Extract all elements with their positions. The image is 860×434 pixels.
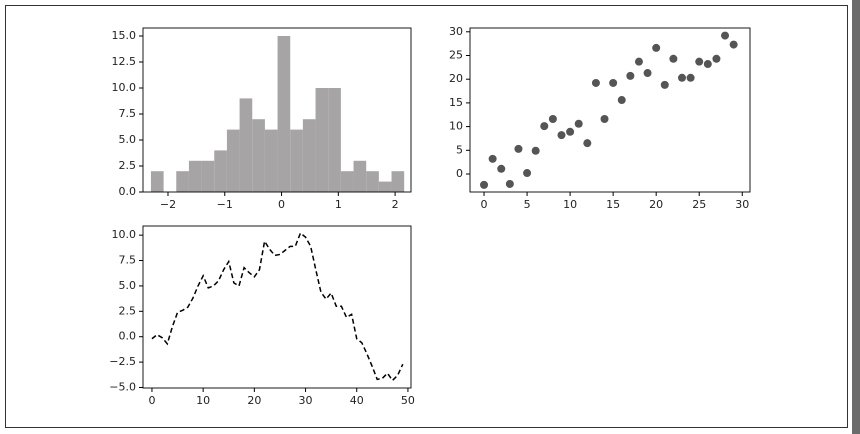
y-tick-label: 5.0 xyxy=(119,279,137,292)
histogram-bar xyxy=(277,36,291,192)
scatter-point xyxy=(721,31,730,40)
histogram-bar xyxy=(264,129,278,192)
histogram-bar xyxy=(340,171,354,192)
y-tick-label: 15 xyxy=(449,96,463,109)
scatter-point xyxy=(531,146,540,155)
scatter-point xyxy=(480,180,489,189)
scatter-point xyxy=(540,122,549,131)
x-tick-label: 1 xyxy=(335,198,342,211)
x-tick-label: 10 xyxy=(563,198,577,211)
x-tick-label: 0 xyxy=(481,198,488,211)
scatter-point xyxy=(660,80,669,89)
scatter-point xyxy=(574,119,583,128)
scatter-point xyxy=(548,115,557,124)
x-tick-label: 40 xyxy=(350,394,364,407)
scatter-point xyxy=(669,54,678,63)
histogram-bar xyxy=(201,160,215,192)
x-tick-label: 25 xyxy=(692,198,706,211)
y-tick-label: 30 xyxy=(449,25,463,38)
scatter-point xyxy=(514,144,523,153)
scatter-point xyxy=(583,139,592,148)
x-tick-label: 15 xyxy=(606,198,620,211)
scatter-point xyxy=(557,131,566,140)
y-tick-label: −2.5 xyxy=(109,355,136,368)
figure-border xyxy=(5,5,848,428)
scatter-point xyxy=(729,40,738,49)
histogram-bar xyxy=(150,171,164,192)
scatter-point xyxy=(591,78,600,87)
y-tick-label: 15.0 xyxy=(112,29,137,42)
histogram-bar xyxy=(252,119,265,192)
scatter-point xyxy=(652,43,661,52)
scatter-point xyxy=(600,115,609,124)
y-tick-label: 10.0 xyxy=(112,81,137,94)
y-tick-label: 7.5 xyxy=(119,254,137,267)
scatter-point xyxy=(643,69,652,78)
scatter-point xyxy=(686,73,695,82)
x-tick-label: −2 xyxy=(160,198,176,211)
y-tick-label: 10 xyxy=(449,120,463,133)
x-tick-label: −1 xyxy=(217,198,233,211)
line-series xyxy=(151,231,404,382)
histogram-bar xyxy=(302,119,316,192)
histogram-bar xyxy=(353,160,367,192)
scatter-point xyxy=(703,60,712,69)
scatter-point xyxy=(695,57,704,66)
x-tick-label: 30 xyxy=(735,198,749,211)
y-tick-label: 0.0 xyxy=(119,185,137,198)
x-tick-label: 10 xyxy=(196,394,210,407)
scatter-point xyxy=(678,73,687,82)
x-tick-label: 30 xyxy=(299,394,313,407)
y-tick-label: 5 xyxy=(456,143,463,156)
scatter-point xyxy=(497,164,506,173)
histogram-bar xyxy=(176,171,189,192)
axes-frame xyxy=(469,27,751,193)
axes-frame xyxy=(142,225,412,389)
y-tick-label: 0.0 xyxy=(119,330,137,343)
y-tick-label: −5.0 xyxy=(109,380,136,393)
histogram-bar xyxy=(214,150,227,192)
y-tick-label: 12.5 xyxy=(112,55,137,68)
scatter-point xyxy=(617,96,626,105)
histogram-bar xyxy=(391,171,405,192)
histogram-bar xyxy=(378,181,392,192)
scatter-point xyxy=(488,154,497,163)
y-tick-label: 7.5 xyxy=(119,107,137,120)
y-tick-label: 2.5 xyxy=(119,304,137,317)
scatter-point xyxy=(609,78,618,87)
x-tick-label: 2 xyxy=(392,198,399,211)
x-tick-label: 20 xyxy=(247,394,261,407)
histogram-bar xyxy=(328,88,341,192)
y-tick-label: 5.0 xyxy=(119,133,137,146)
scatter-point xyxy=(712,54,721,63)
histogram-bar xyxy=(188,160,202,192)
histogram-bar xyxy=(315,88,329,192)
y-tick-label: 2.5 xyxy=(119,159,137,172)
y-tick-label: 20 xyxy=(449,72,463,85)
histogram-bar xyxy=(239,98,253,192)
histogram-bar xyxy=(366,171,379,192)
scatter-point xyxy=(634,57,643,66)
y-tick-label: 25 xyxy=(449,48,463,61)
x-tick-label: 20 xyxy=(649,198,663,211)
x-tick-label: 0 xyxy=(278,198,285,211)
scatter-point xyxy=(523,169,532,178)
y-tick-label: 0 xyxy=(456,167,463,180)
histogram-bar xyxy=(226,129,240,192)
scatter-point xyxy=(626,71,635,80)
x-tick-label: 0 xyxy=(148,394,155,407)
scatter-point xyxy=(505,179,514,188)
y-tick-label: 10.0 xyxy=(112,228,137,241)
scatter-point xyxy=(566,127,575,136)
axes-frame xyxy=(142,27,412,193)
x-tick-label: 50 xyxy=(401,394,415,407)
x-tick-label: 5 xyxy=(524,198,531,211)
histogram-bar xyxy=(290,129,303,192)
